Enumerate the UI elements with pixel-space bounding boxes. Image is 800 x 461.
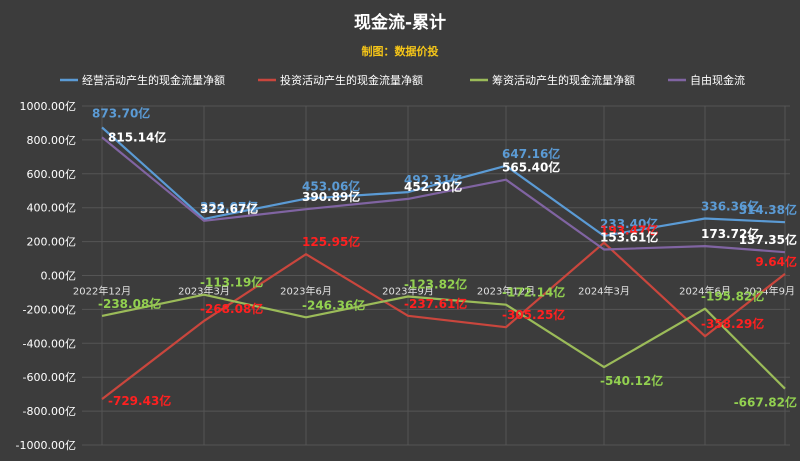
x-tick-label: 2022年12月: [73, 285, 131, 298]
series-line-4: [101, 136, 786, 254]
data-label: 125.95亿: [302, 234, 360, 249]
data-label: 314.38亿: [739, 202, 797, 217]
y-tick-label: -1000.00亿: [16, 439, 76, 452]
data-label: 390.89亿: [302, 189, 360, 204]
data-label: -238.08亿: [98, 296, 161, 311]
data-label: -540.12亿: [600, 373, 663, 388]
series-line-1: [101, 126, 786, 237]
x-tick-label: 2023年9月: [382, 285, 434, 298]
y-tick-label: 0.00亿: [41, 270, 77, 283]
data-label: 647.16亿: [502, 146, 560, 161]
data-label: -667.82亿: [734, 395, 797, 410]
legend-label: 筹资活动产生的现金流量净额: [492, 73, 635, 87]
data-label: 815.14亿: [108, 129, 166, 144]
data-label: 565.40亿: [502, 160, 560, 175]
x-axis: 2022年12月 2023年3月 2023年6月 2023年9月 2023年12月 202…: [73, 285, 795, 298]
series-line-2: [101, 241, 786, 400]
data-label: -268.08亿: [200, 301, 263, 316]
y-tick-label: 800.00亿: [27, 134, 77, 147]
x-tick-label: 2024年3月: [578, 285, 630, 298]
data-label: -195.82亿: [701, 289, 764, 304]
data-label: 492.31亿: [404, 172, 462, 187]
data-label: 453.06亿: [302, 179, 360, 194]
data-label: 9.64亿: [755, 254, 797, 269]
data-label: 153.61亿: [600, 229, 658, 244]
data-label: -237.61亿: [404, 296, 467, 311]
data-label: 193.47亿: [600, 223, 658, 238]
data-label: 137.35亿: [739, 232, 797, 247]
legend: 经营活动产生的现金流量净额 投资活动产生的现金流量净额 筹资活动产生的现金流量净额 自…: [60, 73, 745, 87]
data-label: -123.82亿: [404, 276, 467, 291]
x-tick-label: 2023年3月: [178, 285, 230, 298]
y-tick-label: 1000.00亿: [20, 100, 77, 113]
y-tick-label: -600.00亿: [23, 371, 76, 384]
legend-label: 经营活动产生的现金流量净额: [82, 73, 225, 87]
chart-subtitle: 制图：数据价投: [362, 44, 439, 58]
data-label: -246.36亿: [302, 297, 365, 312]
data-label: -172.14亿: [502, 285, 565, 300]
data-label: -358.29亿: [701, 316, 764, 331]
y-tick-label: 200.00亿: [27, 236, 77, 249]
x-tick-label: 2023年6月: [280, 285, 332, 298]
y-axis: 1000.00亿 800.00亿 600.00亿 400.00亿 200.00亿 0.00…: [16, 100, 76, 452]
y-tick-label: 400.00亿: [27, 202, 77, 215]
data-label: 233.40亿: [600, 216, 658, 231]
data-label: 336.36亿: [701, 198, 759, 213]
data-label: 873.70亿: [92, 105, 150, 120]
series-line-3: [101, 293, 786, 390]
data-label: 173.72亿: [701, 226, 759, 241]
data-label: 334.07亿: [200, 199, 258, 214]
data-label: -729.43亿: [108, 393, 171, 408]
legend-label: 投资活动产生的现金流量净额: [280, 73, 423, 87]
y-tick-label: -400.00亿: [23, 337, 76, 350]
x-tick-label: 2023年12月: [477, 285, 535, 298]
data-label: 322.67亿: [200, 201, 258, 216]
data-label: 452.20亿: [404, 179, 462, 194]
y-tick-label: -800.00亿: [23, 405, 76, 418]
y-tick-label: -200.00亿: [23, 303, 76, 316]
data-label: -113.19亿: [200, 275, 263, 290]
grid: [82, 105, 790, 446]
chart-title: 现金流-累计: [354, 12, 446, 33]
series-lines: [101, 126, 786, 400]
data-labels: 873.70亿 334.07亿 453.06亿 492.31亿 647.16亿 233.4…: [92, 105, 797, 409]
data-label: -305.25亿: [502, 307, 565, 322]
x-tick-label: 2024年9月: [743, 285, 795, 298]
legend-label: 自由现金流: [690, 73, 745, 87]
y-tick-label: 600.00亿: [27, 168, 77, 181]
x-tick-label: 2024年6月: [679, 285, 731, 298]
